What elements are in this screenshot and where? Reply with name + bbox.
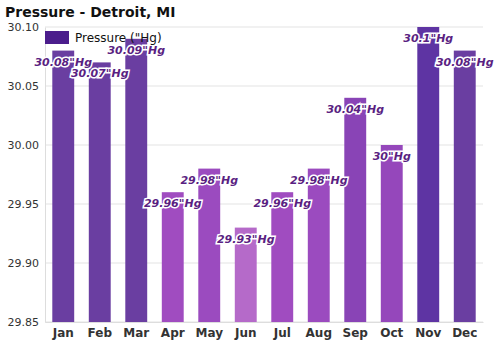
x-tick: Sep bbox=[343, 322, 369, 340]
data-label: 29.96"Hg bbox=[253, 197, 311, 210]
y-tick-label: 29.90 bbox=[8, 257, 40, 270]
data-label: 30.04"Hg bbox=[326, 103, 384, 116]
x-tick-label: Jul bbox=[273, 326, 291, 340]
bar bbox=[308, 169, 330, 322]
x-axis: Jan Feb Mar Apr May Jun Jul Aug Sep Oct Nov Dec bbox=[46, 322, 484, 340]
data-label: 30"Hg bbox=[373, 150, 411, 163]
x-tick-label: Oct bbox=[380, 326, 403, 340]
y-tick-label: 29.95 bbox=[8, 198, 40, 211]
y-tick: 30.10 bbox=[8, 21, 46, 34]
y-tick-label: 29.85 bbox=[8, 316, 40, 329]
y-tick-label: 30.10 bbox=[8, 21, 40, 34]
bar bbox=[417, 27, 439, 322]
y-axis-line bbox=[45, 28, 46, 323]
y-tick-label: 30.05 bbox=[8, 80, 40, 93]
x-tick-label: Nov bbox=[415, 326, 441, 340]
data-label: 30.08"Hg bbox=[436, 56, 494, 69]
bar bbox=[162, 192, 184, 322]
y-tick: 29.90 bbox=[8, 257, 46, 270]
legend-label: Pressure ("Hg) bbox=[75, 31, 162, 45]
data-label: 30.09"Hg bbox=[107, 44, 165, 57]
data-label: 29.96"Hg bbox=[144, 197, 202, 210]
x-tick-label: Dec bbox=[452, 326, 477, 340]
x-tick: Aug bbox=[306, 322, 332, 340]
data-label: 29.98"Hg bbox=[290, 174, 348, 187]
bar bbox=[271, 192, 293, 322]
x-tick: Mar bbox=[123, 322, 149, 340]
x-tick: Nov bbox=[415, 322, 441, 340]
x-tick: Jun bbox=[234, 322, 257, 340]
x-tick-label: Sep bbox=[343, 326, 369, 340]
x-tick-label: Jan bbox=[52, 326, 74, 340]
title: Pressure - Detroit, MI bbox=[5, 4, 175, 20]
grid bbox=[45, 27, 483, 322]
x-tick: Oct bbox=[380, 322, 403, 340]
x-tick-label: Jun bbox=[234, 326, 257, 340]
data-label: 30.07"Hg bbox=[71, 67, 129, 80]
data-labels: 30.08"Hg 30.07"Hg 30.09"Hg 29.96"Hg 29.98"Hg… bbox=[34, 32, 493, 246]
x-tick-label: May bbox=[196, 326, 224, 340]
bar bbox=[89, 62, 111, 322]
y-tick: 30.05 bbox=[8, 80, 46, 93]
y-tick: 29.95 bbox=[8, 198, 46, 211]
x-tick-label: Apr bbox=[161, 326, 185, 340]
x-tick: Apr bbox=[161, 322, 185, 340]
x-tick-label: Mar bbox=[123, 326, 149, 340]
x-tick-label: Aug bbox=[306, 326, 332, 340]
bar bbox=[52, 51, 74, 322]
y-tick: 30.00 bbox=[8, 139, 46, 152]
x-tick: Jan bbox=[52, 322, 74, 340]
data-label: 30.1"Hg bbox=[403, 32, 453, 45]
legend: Pressure ("Hg) bbox=[45, 31, 162, 45]
x-axis-line bbox=[46, 322, 484, 323]
x-tick-label: Feb bbox=[88, 326, 113, 340]
x-tick: Feb bbox=[88, 322, 113, 340]
y-tick: 29.85 bbox=[8, 316, 46, 329]
data-label: 29.93"Hg bbox=[217, 233, 275, 246]
data-label: 29.98"Hg bbox=[180, 174, 238, 187]
bar bbox=[125, 39, 147, 322]
bar bbox=[454, 51, 476, 322]
chart: 29.85 29.90 29.95 30.00 30.05 30.10 Jan Feb Mar A… bbox=[0, 0, 500, 350]
x-tick: Dec bbox=[452, 322, 477, 340]
bars bbox=[52, 27, 475, 322]
legend-swatch bbox=[45, 31, 69, 44]
x-tick: Jul bbox=[273, 322, 291, 340]
bar bbox=[344, 98, 366, 322]
x-tick: May bbox=[196, 322, 224, 340]
bar bbox=[381, 145, 403, 322]
y-tick-label: 30.00 bbox=[8, 139, 40, 152]
